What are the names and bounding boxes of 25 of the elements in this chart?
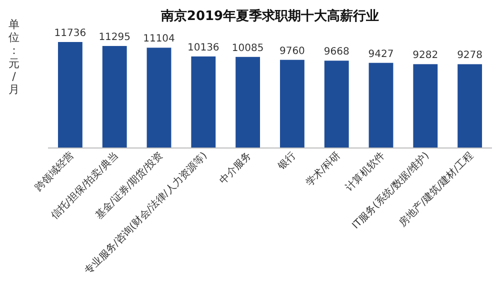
data-label: 11104 <box>143 34 175 45</box>
data-label: 11295 <box>98 32 131 43</box>
bar <box>58 42 82 148</box>
bar <box>102 46 127 148</box>
bar <box>458 64 482 148</box>
bar <box>324 60 349 148</box>
data-label: 9668 <box>324 46 350 58</box>
data-label: 9282 <box>412 50 438 62</box>
data-label: 10136 <box>187 42 220 54</box>
x-tick-label: 银行 <box>276 150 298 173</box>
data-label: 9427 <box>368 48 394 60</box>
y-axis-title: 单位：元/月 <box>8 18 20 96</box>
bar <box>146 48 172 148</box>
bar <box>368 62 394 148</box>
x-tick-label: 中介服务 <box>217 150 254 186</box>
bar <box>191 56 216 148</box>
data-label: 9278 <box>457 50 483 62</box>
data-label: 9760 <box>279 46 305 57</box>
chart-title: 南京2019年夏季求职期十大高薪行业 <box>160 8 380 24</box>
bar <box>280 60 304 148</box>
data-label: 10085 <box>232 42 264 54</box>
bar <box>236 56 260 148</box>
x-tick-label: 学术/科研 <box>304 150 343 189</box>
data-label: 11736 <box>54 28 86 39</box>
bar <box>413 64 438 148</box>
